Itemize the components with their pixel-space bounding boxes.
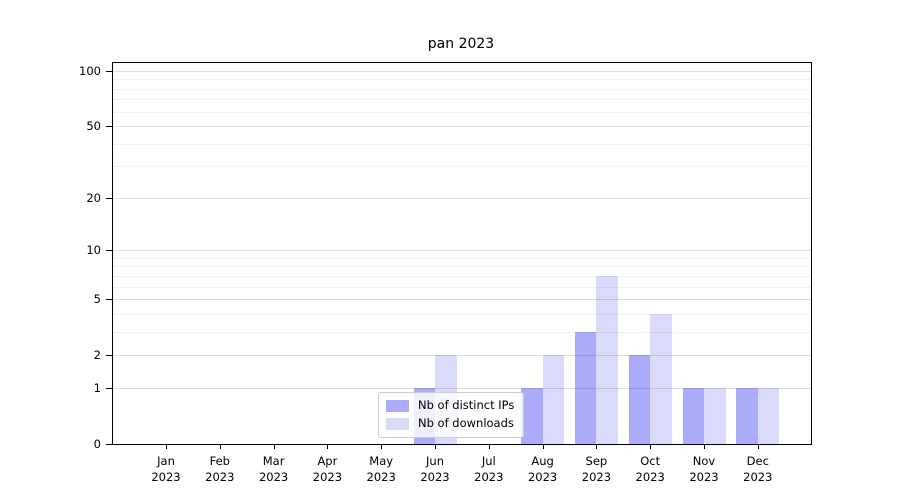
gridline-major — [113, 71, 811, 72]
gridline-minor — [113, 313, 811, 315]
gridline-minor — [113, 88, 811, 90]
gridline-minor — [113, 143, 811, 145]
bar-nb-of-downloads-aug-2023 — [542, 355, 565, 444]
gridline-minor — [113, 79, 811, 81]
x-tick — [650, 444, 652, 449]
x-tick — [488, 444, 490, 449]
bar-nb-of-downloads-nov-2023 — [704, 387, 726, 444]
gridline-minor — [113, 286, 811, 288]
y-tick — [106, 444, 113, 445]
x-tick-label: Sep 2023 — [581, 454, 612, 484]
legend-item-nb-of-downloads: Nb of downloads — [386, 416, 514, 431]
legend-swatch-nb-of-downloads — [386, 417, 409, 430]
y-tick-label: 100 — [79, 64, 101, 78]
y-tick-label: 1 — [93, 380, 101, 395]
x-tick — [757, 444, 759, 449]
bar-nb-of-downloads-dec-2023 — [757, 387, 780, 444]
gridline-minor — [113, 275, 811, 277]
legend-swatch-nb-of-distinct-ips — [386, 399, 409, 412]
bar-nb-of-distinct-ips-aug-2023 — [521, 387, 543, 444]
chart-title: pan 2023 — [427, 36, 495, 52]
gridline-minor — [113, 257, 811, 259]
gridline-major — [113, 126, 811, 128]
x-tick-label: Nov 2023 — [689, 454, 719, 484]
y-tick-label: 5 — [93, 292, 101, 307]
x-tick — [273, 444, 275, 449]
y-tick — [106, 355, 113, 357]
plot-area: Nb of distinct IPs Nb of downloads 0 1 2 5 10… — [79, 62, 812, 484]
bar-nb-of-distinct-ips-dec-2023 — [736, 387, 758, 444]
bar-nb-of-downloads-oct-2023 — [650, 313, 672, 444]
gridline-major — [113, 197, 811, 199]
bar-nb-of-distinct-ips-sep-2023 — [574, 331, 597, 444]
x-tick-label: Dec 2023 — [743, 454, 773, 484]
x-tick-label: Mar 2023 — [258, 454, 289, 484]
y-tick — [106, 387, 113, 389]
y-tick — [106, 71, 113, 72]
legend-label: Nb of distinct IPs — [418, 398, 515, 412]
y-tick-label: 50 — [86, 119, 101, 134]
y-tick-label: 2 — [93, 348, 101, 363]
gridline-minor — [113, 99, 811, 101]
gridline-minor — [113, 331, 811, 333]
y-tick — [106, 197, 113, 199]
x-tick-label: May 2023 — [366, 454, 396, 484]
x-tick-label: Oct 2023 — [635, 454, 665, 484]
x-tick — [381, 444, 383, 449]
legend: Nb of distinct IPs Nb of downloads — [378, 392, 525, 438]
y-tick-label: 0 — [93, 437, 101, 451]
y-tick-label: 10 — [86, 243, 101, 258]
y-tick — [106, 299, 113, 301]
legend-item-nb-of-distinct-ips: Nb of distinct IPs — [386, 398, 514, 413]
bar-nb-of-distinct-ips-oct-2023 — [628, 355, 651, 444]
y-tick-label: 20 — [86, 190, 101, 205]
gridline-minor — [113, 166, 811, 168]
x-tick — [596, 444, 598, 449]
y-tick — [106, 250, 113, 252]
x-tick — [542, 444, 544, 449]
x-tick — [435, 444, 436, 449]
x-tick — [327, 444, 329, 449]
gridline-major — [113, 355, 811, 357]
x-tick-label: Apr 2023 — [312, 454, 343, 484]
x-tick — [166, 444, 167, 449]
legend-label: Nb of downloads — [418, 416, 514, 430]
y-tick — [106, 126, 113, 128]
gridline-minor — [113, 266, 811, 268]
x-tick-label: Jan 2023 — [151, 454, 181, 484]
gridline-minor — [113, 111, 811, 113]
x-tick — [219, 444, 221, 449]
x-tick-label: Jul 2023 — [474, 454, 504, 484]
x-tick-label: Jun 2023 — [420, 454, 450, 484]
gridline-major — [113, 299, 811, 301]
x-tick-label: Aug 2023 — [527, 454, 558, 484]
x-tick — [704, 444, 705, 449]
bar-nb-of-distinct-ips-nov-2023 — [682, 387, 704, 444]
gridline-major — [113, 250, 811, 252]
x-tick-label: Feb 2023 — [205, 454, 235, 484]
bar-nb-of-downloads-sep-2023 — [596, 275, 618, 444]
